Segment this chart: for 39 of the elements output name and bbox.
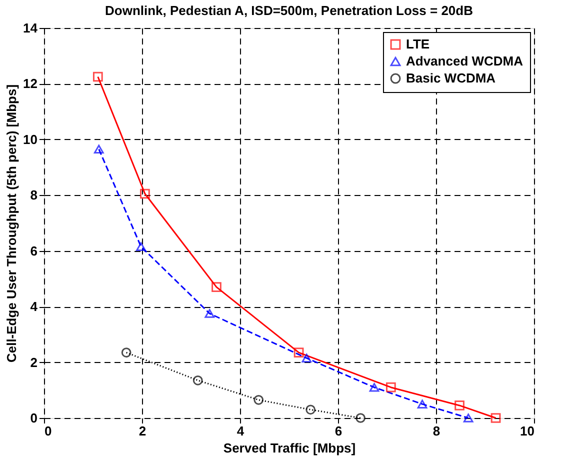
point [356, 413, 366, 423]
x-tick-label: 4 [236, 424, 245, 438]
x-tick-label: 10 [520, 424, 534, 438]
y-tick-label: 8 [30, 188, 38, 203]
point [417, 400, 428, 408]
point [192, 375, 203, 386]
legend-label: LTE [406, 36, 430, 52]
point [136, 242, 146, 252]
legend-label: Advanced WCDMA [406, 54, 524, 68]
y-tick-label: 10 [23, 132, 38, 147]
point [92, 72, 103, 82]
y-tick-label: 4 [30, 299, 38, 314]
y-tick-label: 14 [23, 20, 38, 36]
point [94, 144, 104, 154]
y-tick-label: 0 [30, 410, 38, 426]
point [212, 282, 222, 292]
point [386, 382, 396, 392]
point [302, 354, 312, 362]
point [204, 309, 215, 318]
y-tick-label: 12 [23, 76, 38, 92]
y-tick-label: 6 [30, 243, 38, 258]
y-tick-label: 2 [30, 354, 38, 370]
x-tick-label: 0 [44, 424, 52, 438]
x-tick-label: 2 [138, 424, 146, 438]
chart-title: Downlink, Pedestian A, ISD=500m, Penetration Loss = 20dB [105, 3, 473, 18]
point [463, 414, 474, 422]
x-tick-label: 6 [334, 424, 342, 438]
legend-label: Basic WCDMA [406, 70, 496, 86]
point [306, 404, 316, 415]
point [369, 382, 380, 392]
point [454, 400, 464, 410]
point [140, 188, 150, 199]
point [294, 348, 304, 358]
point [121, 348, 132, 358]
point [254, 394, 264, 405]
x-tick-label: 8 [432, 424, 440, 438]
x-axis-title: Served Traffic [Mbps] [223, 440, 356, 456]
y-axis-title: Cell-Edge User Throughput (5th perc) [Mbps] [4, 84, 20, 363]
point [490, 413, 501, 423]
